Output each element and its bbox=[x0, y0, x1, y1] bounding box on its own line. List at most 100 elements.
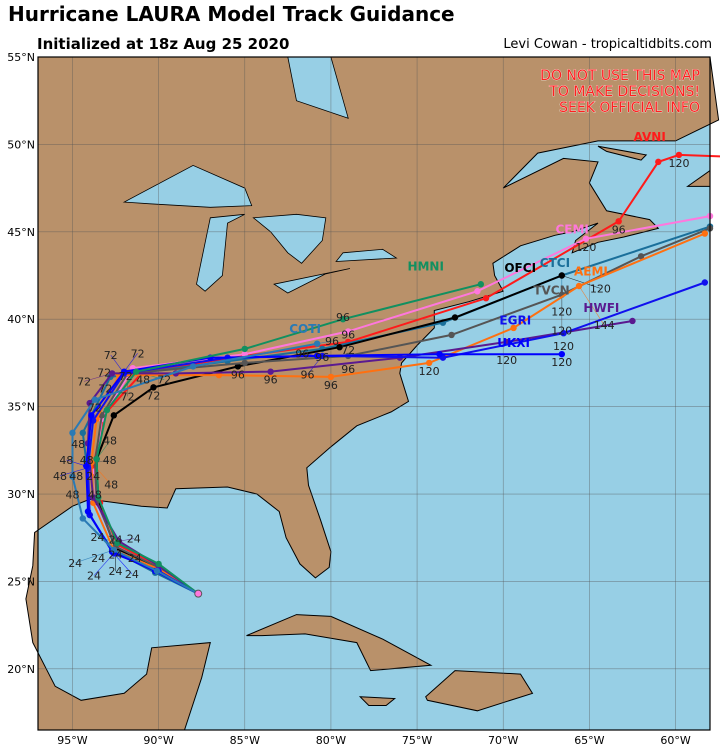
track-point bbox=[267, 368, 274, 375]
forecast-hour-label: 48 bbox=[103, 435, 117, 448]
track-point bbox=[79, 515, 87, 522]
track-point bbox=[120, 368, 128, 375]
track-point bbox=[336, 343, 343, 351]
forecast-hour-label: 24 bbox=[125, 568, 139, 581]
track-point bbox=[241, 345, 248, 353]
forecast-hour-label: 48 bbox=[59, 454, 73, 467]
label-leader bbox=[307, 355, 323, 375]
forecast-hour-label: 120 bbox=[669, 157, 690, 170]
forecast-hour-label: 24 bbox=[68, 557, 82, 570]
label-leader bbox=[561, 275, 601, 289]
track-point bbox=[69, 429, 76, 437]
forecast-hour-label: 96 bbox=[301, 369, 315, 382]
forecast-hour-label: 72 bbox=[121, 390, 135, 403]
forecast-hour-label: 72 bbox=[88, 402, 102, 415]
forecast-hour-label: 96 bbox=[336, 311, 350, 324]
track-point bbox=[629, 317, 636, 325]
track-point bbox=[155, 560, 162, 568]
forecast-hour-label: 96 bbox=[325, 335, 339, 348]
model-label: CTCI bbox=[540, 256, 570, 270]
track-point bbox=[701, 230, 709, 237]
model-label: CEMI bbox=[555, 223, 588, 237]
lat-tick-label: 45°N bbox=[7, 226, 35, 239]
track-point bbox=[558, 350, 566, 358]
lon-tick-label: 85°W bbox=[230, 734, 260, 747]
track-point bbox=[558, 272, 566, 279]
track-point bbox=[474, 288, 481, 295]
model-label: TVCN bbox=[533, 284, 569, 298]
track-point bbox=[582, 235, 590, 242]
lon-tick-label: 80°W bbox=[316, 734, 346, 747]
island-land bbox=[425, 670, 534, 712]
track-point bbox=[344, 328, 352, 335]
track-point bbox=[93, 455, 100, 463]
forecast-hour-label: 72 bbox=[119, 370, 133, 383]
track-point bbox=[327, 373, 335, 381]
lon-tick-label: 70°W bbox=[488, 734, 518, 747]
forecast-hour-label: 120 bbox=[590, 282, 611, 295]
forecast-hour-label: 96 bbox=[612, 223, 626, 236]
label-leader bbox=[84, 373, 113, 382]
forecast-hour-label: 48 bbox=[103, 454, 117, 467]
forecast-hour-label: 72 bbox=[104, 349, 118, 362]
forecast-hour-label: 24 bbox=[109, 565, 123, 578]
lon-tick-label: 95°W bbox=[57, 734, 87, 747]
forecast-hour-label: 48 bbox=[71, 438, 85, 451]
track-point bbox=[83, 462, 90, 470]
forecast-hour-label: 24 bbox=[87, 570, 101, 583]
forecast-hour-label: 144 bbox=[594, 319, 615, 332]
track-point bbox=[189, 363, 197, 370]
track-point bbox=[133, 368, 140, 375]
lake bbox=[122, 164, 253, 208]
forecast-hour-label: 72 bbox=[341, 344, 355, 357]
lon-tick-label: 90°W bbox=[143, 734, 173, 747]
track-point bbox=[95, 494, 102, 501]
lat-tick-label: 35°N bbox=[7, 401, 35, 414]
lon-tick-label: 65°W bbox=[574, 734, 604, 747]
track-point bbox=[313, 340, 321, 347]
lake bbox=[196, 213, 245, 292]
track-point bbox=[150, 384, 157, 391]
track-point bbox=[655, 158, 662, 166]
forecast-hour-label: 48 bbox=[80, 454, 94, 467]
model-label: AVNI bbox=[634, 130, 666, 144]
forecast-hour-label: 48 bbox=[53, 470, 67, 483]
forecast-hour-label: 96 bbox=[315, 351, 329, 364]
track-point bbox=[108, 370, 116, 377]
disclaimer-line: DO NOT USE THIS MAP bbox=[540, 68, 700, 84]
label-leader bbox=[59, 467, 89, 477]
model-label: HMNI bbox=[407, 259, 444, 273]
forecast-hour-label: 96 bbox=[341, 328, 355, 341]
track-point bbox=[477, 281, 485, 288]
island-land bbox=[246, 614, 433, 672]
forecast-hour-label: 24 bbox=[127, 533, 141, 546]
forecast-hour-label: 72 bbox=[157, 374, 171, 387]
forecast-hour-label: 120 bbox=[551, 325, 572, 338]
track-point bbox=[88, 412, 95, 419]
forecast-hour-label: 24 bbox=[109, 534, 123, 547]
forecast-hour-label: 120 bbox=[496, 354, 517, 367]
lat-tick-label: 25°N bbox=[7, 575, 35, 588]
forecast-hour-label: 72 bbox=[131, 347, 145, 360]
lat-tick-label: 20°N bbox=[7, 663, 35, 676]
forecast-hour-label: 96 bbox=[324, 379, 338, 392]
forecast-hour-label: 24 bbox=[91, 531, 105, 544]
track-point bbox=[637, 253, 645, 260]
track-point bbox=[114, 539, 121, 547]
lon-tick-label: 60°W bbox=[660, 734, 690, 747]
track-point bbox=[89, 494, 97, 501]
track-point bbox=[241, 359, 248, 367]
forecast-hour-label: 48 bbox=[136, 374, 150, 387]
forecast-hour-label: 96 bbox=[341, 363, 355, 376]
forecast-hour-label: 72 bbox=[77, 375, 91, 388]
track-point bbox=[575, 282, 583, 290]
lake bbox=[252, 213, 327, 264]
page-title: Hurricane LAURA Model Track Guidance bbox=[8, 2, 455, 26]
label-leader bbox=[66, 459, 87, 467]
disclaimer-line: TO MAKE DECISIONS! bbox=[548, 84, 700, 100]
track-point bbox=[451, 314, 459, 321]
forecast-hour-label: 48 bbox=[66, 489, 80, 502]
label-leader bbox=[123, 353, 138, 372]
island-land bbox=[358, 696, 397, 706]
